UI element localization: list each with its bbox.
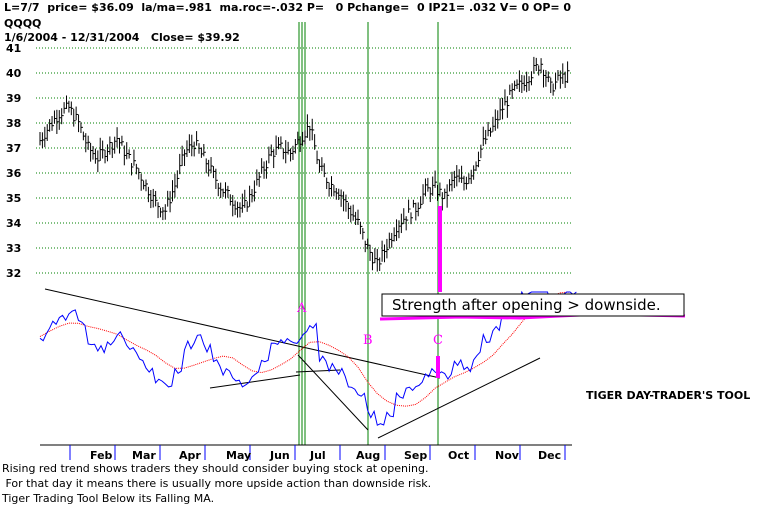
marker-label-a: A: [296, 301, 307, 316]
y-tick-38: 38: [6, 117, 21, 130]
short-uptrend-line: [209, 374, 301, 389]
date-range-close: 1/6/2004 - 12/31/2004 Close= $39.92: [4, 31, 240, 44]
y-tick-labels: 32 33 34 35 36 37 38 39 40 41: [6, 42, 22, 280]
y-tick-33: 33: [6, 242, 21, 255]
y-tick-40: 40: [6, 67, 22, 80]
price-bars: [39, 56, 570, 272]
y-tick-32: 32: [6, 267, 21, 280]
y-tick-39: 39: [6, 92, 21, 105]
x-tick-label-dec: Dec: [538, 449, 561, 462]
header-stats: L=7/7 price= $36.09 la/ma=.981 ma.roc=-.…: [4, 1, 572, 14]
x-tick-label-feb: Feb: [90, 449, 113, 462]
y-tick-36: 36: [6, 167, 22, 180]
indicator-line: [39, 290, 577, 426]
y-tick-34: 34: [6, 217, 22, 230]
mid-line-1: [297, 354, 369, 431]
indicator-moving-average: [39, 291, 571, 407]
x-tick-label-aug: Aug: [356, 449, 380, 462]
caption-line-2: For that day it means there is usually m…: [2, 477, 432, 490]
marker-label-b: B: [363, 333, 373, 348]
mid-line-2: [295, 369, 341, 373]
x-tick-label-jul: Jul: [309, 449, 326, 462]
x-axis: Feb Mar Apr May Jun Jul Aug Sep Oct Nov Dec: [40, 444, 572, 462]
strength-text: Strength after opening > downside.: [392, 296, 661, 314]
x-tick-label-jun: Jun: [269, 449, 290, 462]
late-uptrend-line: [377, 357, 541, 439]
x-tick-label-oct: Oct: [448, 449, 469, 462]
y-tick-35: 35: [6, 192, 21, 205]
x-tick-label-mar: Mar: [132, 449, 156, 462]
strength-box: [381, 293, 685, 317]
x-tick-label-sep: Sep: [404, 449, 427, 462]
caption-line-1: Rising red trend shows traders they shou…: [2, 462, 429, 475]
tool-label: TIGER DAY-TRADER'S TOOL: [586, 389, 750, 402]
ticker-label: QQQQ: [4, 17, 42, 30]
y-tick-37: 37: [6, 142, 21, 155]
long-downtrend-line: [44, 288, 441, 379]
marker-label-c: C: [433, 333, 443, 348]
grid-lines: [36, 47, 572, 274]
x-tick-label-nov: Nov: [495, 449, 520, 462]
caption-line-3: Tiger Trading Tool Below its Falling MA.: [2, 492, 215, 505]
indicator-panel: [39, 288, 577, 439]
x-tick-label-apr: Apr: [179, 449, 201, 462]
x-tick-label-may: May: [226, 449, 251, 462]
marker-lines: A B C: [296, 22, 443, 445]
y-tick-41: 41: [6, 42, 21, 55]
